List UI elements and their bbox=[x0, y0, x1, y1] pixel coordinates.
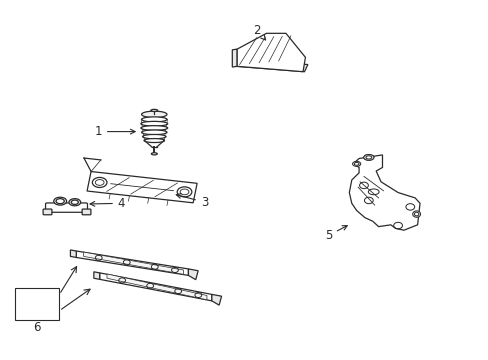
Ellipse shape bbox=[363, 154, 373, 160]
Ellipse shape bbox=[414, 212, 418, 216]
Ellipse shape bbox=[365, 156, 371, 159]
Ellipse shape bbox=[352, 161, 360, 166]
FancyBboxPatch shape bbox=[82, 209, 91, 215]
Ellipse shape bbox=[141, 121, 167, 126]
Polygon shape bbox=[70, 250, 76, 257]
Ellipse shape bbox=[142, 117, 166, 122]
Polygon shape bbox=[211, 294, 221, 305]
Ellipse shape bbox=[54, 197, 66, 205]
Polygon shape bbox=[87, 171, 197, 203]
Polygon shape bbox=[83, 252, 183, 274]
Ellipse shape bbox=[365, 156, 371, 159]
Ellipse shape bbox=[56, 199, 64, 204]
Bar bbox=[15, 288, 59, 320]
Ellipse shape bbox=[92, 177, 107, 188]
Text: 2: 2 bbox=[252, 24, 265, 40]
Text: 5: 5 bbox=[324, 226, 346, 242]
Ellipse shape bbox=[69, 199, 81, 206]
Ellipse shape bbox=[151, 109, 158, 112]
FancyBboxPatch shape bbox=[43, 209, 52, 215]
Text: 4: 4 bbox=[90, 197, 125, 210]
Ellipse shape bbox=[142, 111, 166, 118]
Ellipse shape bbox=[354, 162, 358, 165]
Text: 6: 6 bbox=[34, 321, 41, 334]
Ellipse shape bbox=[412, 211, 420, 217]
Text: 3: 3 bbox=[176, 194, 208, 209]
FancyBboxPatch shape bbox=[45, 203, 87, 212]
Ellipse shape bbox=[367, 189, 378, 195]
Ellipse shape bbox=[151, 153, 157, 155]
Polygon shape bbox=[76, 251, 188, 275]
Ellipse shape bbox=[141, 126, 167, 130]
Ellipse shape bbox=[142, 134, 165, 139]
Polygon shape bbox=[94, 272, 100, 279]
Polygon shape bbox=[100, 273, 211, 301]
Ellipse shape bbox=[144, 139, 164, 143]
Polygon shape bbox=[236, 60, 307, 72]
Polygon shape bbox=[348, 155, 419, 230]
Ellipse shape bbox=[95, 180, 104, 185]
Ellipse shape bbox=[177, 187, 191, 197]
Ellipse shape bbox=[71, 200, 78, 204]
Polygon shape bbox=[188, 269, 198, 280]
Polygon shape bbox=[107, 274, 206, 300]
Ellipse shape bbox=[363, 154, 373, 160]
Polygon shape bbox=[237, 33, 305, 72]
Ellipse shape bbox=[180, 189, 188, 195]
Polygon shape bbox=[232, 49, 237, 67]
Text: 1: 1 bbox=[94, 125, 135, 138]
Ellipse shape bbox=[142, 130, 166, 135]
